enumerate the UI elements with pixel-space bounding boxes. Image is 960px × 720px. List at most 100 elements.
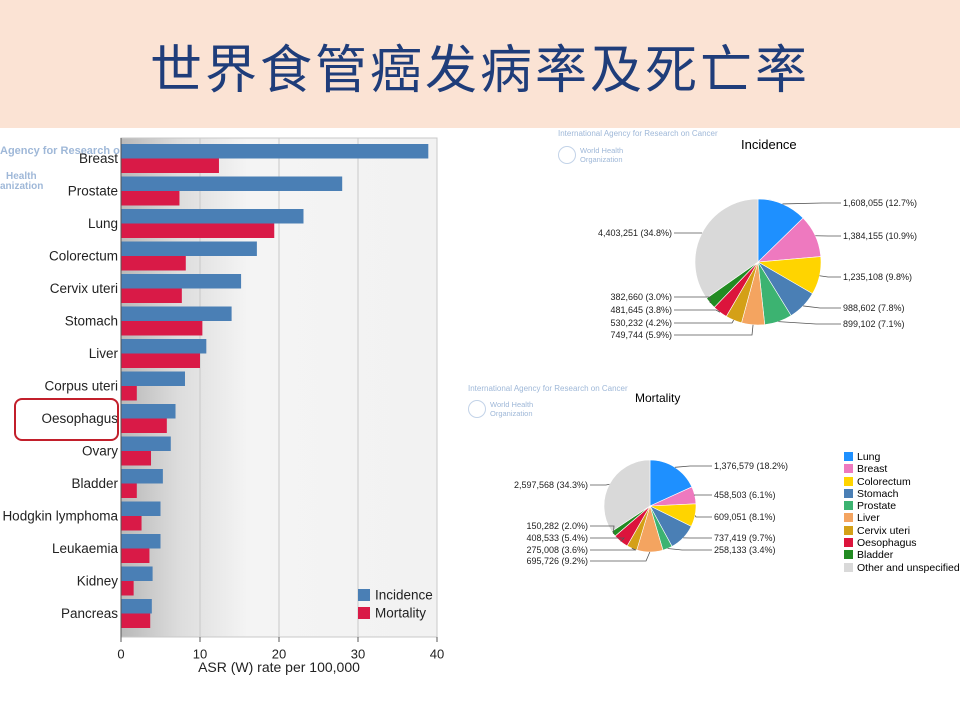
incidence-leader-oesophagus (674, 309, 721, 313)
bar-incidence-bladder (121, 469, 163, 484)
legend-label: Colorectum (857, 475, 911, 488)
mortality-leader-lung (674, 465, 712, 468)
incidence-leader-bladder (674, 296, 711, 304)
mortality-label-stomach: 737,419 (9.7%) (714, 533, 776, 543)
legend-item-bladder: Bladder (844, 549, 960, 561)
category-label-leukaemia: Leukaemia (52, 541, 119, 556)
x-tick-label: 20 (272, 647, 286, 662)
bar-chart: Breast Prostate Lung Colorectum Cervix uteri… (2, 137, 444, 675)
category-label-liver: Liver (89, 346, 119, 361)
bar-incidence-corpus-uteri (121, 371, 185, 386)
bar-mortality-corpus-uteri (121, 386, 137, 401)
bar-incidence-stomach (121, 306, 232, 321)
bar-mortality-ovary (121, 451, 152, 466)
bar-incidence-breast (121, 144, 429, 159)
mortality-leader-prostate (667, 548, 712, 551)
bar-mortality-oesophagus (121, 418, 167, 433)
oesophagus-highlight-box (14, 398, 119, 441)
pie1-who-watermark-1: World Health (580, 146, 624, 155)
pie-incidence-title: Incidence (741, 137, 797, 152)
mortality-label-colorectum: 609,051 (8.1%) (714, 512, 776, 522)
pie-incidence: 1,608,055 (12.7%) 1,384,155 (10.9%) 1,235,… (598, 198, 917, 340)
legend-swatch (844, 525, 853, 535)
mortality-leader-cervix-uteri (590, 547, 637, 551)
legend-item-colorectum: Colorectum (844, 476, 960, 488)
legend-label: Liver (857, 512, 880, 525)
bar-incidence-kidney (121, 566, 153, 581)
pie2-agency-watermark: International Agency for Research on Can… (468, 384, 628, 393)
bar-mortality-breast (121, 158, 219, 173)
mortality-label-oesophagus: 408,533 (5.4%) (526, 533, 588, 543)
legend-item-oesophagus: Oesophagus (844, 537, 960, 549)
legend-item-stomach: Stomach (844, 488, 960, 500)
bar-incidence-leukaemia (121, 534, 161, 549)
bar-incidence-pancreas (121, 599, 152, 614)
legend-item-liver: Liver (844, 512, 960, 524)
mortality-leader-oesophagus (590, 537, 625, 542)
category-label-stomach: Stomach (65, 314, 118, 329)
bar-incidence-cervix-uteri (121, 274, 242, 289)
bar-mortality-lung (121, 223, 275, 238)
legend-label: Breast (857, 463, 888, 476)
legend-swatch-incidence (358, 589, 370, 601)
legend-swatch (844, 550, 853, 560)
mortality-leader-colorectum (694, 515, 712, 518)
mortality-label-cervix-uteri: 275,008 (3.6%) (526, 545, 588, 555)
legend-swatch (844, 488, 853, 498)
incidence-label-cervix-uteri: 530,232 (4.2%) (610, 318, 672, 328)
category-label-ovary: Ovary (82, 444, 118, 459)
legend-swatch (844, 464, 853, 474)
legend-item-breast: Breast (844, 463, 960, 475)
bar-mortality-liver (121, 353, 200, 368)
incidence-label-lung: 1,608,055 (12.7%) (843, 198, 917, 208)
legend-label: Cervix uteri (857, 524, 911, 537)
category-label-bladder: Bladder (71, 476, 118, 491)
bar-mortality-kidney (121, 581, 134, 596)
bar-mortality-cervix-uteri (121, 288, 182, 303)
bar-incidence-lung (121, 209, 304, 224)
category-label-breast: Breast (79, 151, 118, 166)
mortality-label-lung: 1,376,579 (18.2%) (714, 461, 788, 471)
legend-item-lung: Lung (844, 451, 960, 463)
pie-mortality-title: Mortality (635, 391, 681, 405)
bar-incidence-liver (121, 339, 207, 354)
legend-item-prostate: Prostate (844, 500, 960, 512)
category-label-hodgkin-lymphoma: Hodgkin lymphoma (2, 509, 118, 524)
category-label-prostate: Prostate (68, 184, 118, 199)
category-label-pancreas: Pancreas (61, 606, 118, 621)
bar-mortality-stomach (121, 321, 203, 336)
bar-mortality-leukaemia (121, 548, 150, 563)
bar-agency-watermark: Agency for Research on (0, 145, 127, 157)
mortality-slice-other-and-unspecified (603, 459, 651, 532)
bar-who-watermark-2: anization (0, 181, 44, 192)
incidence-leader-lung (782, 202, 841, 205)
title-band (0, 0, 960, 128)
incidence-leader-stomach (803, 305, 841, 309)
slide-title: 世界食管癌发病率及死亡率 (149, 41, 810, 101)
incidence-label-other-and-unspecified: 4,403,251 (34.8%) (598, 228, 672, 238)
legend-label: Lung (857, 451, 881, 463)
incidence-label-stomach: 988,602 (7.8%) (843, 303, 905, 313)
mortality-label-bladder: 150,282 (2.0%) (526, 521, 588, 531)
legend-swatch (844, 538, 853, 548)
legend-label: Stomach (857, 487, 899, 500)
bar-incidence-prostate (121, 176, 343, 191)
category-label-cervix-uteri: Cervix uteri (50, 281, 118, 296)
pie-mortality: 1,376,579 (18.2%) 458,503 (6.1%) 609,051 (… (514, 459, 788, 566)
pie1-agency-watermark: International Agency for Research on Can… (558, 129, 718, 138)
category-label-oesophagus: Oesophagus (41, 411, 118, 426)
x-tick-label: 30 (351, 647, 365, 662)
legend-label: Oesophagus (857, 537, 917, 550)
mortality-leader-liver (590, 551, 651, 562)
bar-incidence-colorectum (121, 241, 257, 256)
bar-mortality-hodgkin-lymphoma (121, 516, 142, 531)
legend-label-mortality: Mortality (375, 606, 426, 621)
x-tick-label: 40 (430, 647, 444, 662)
legend-label: Bladder (857, 549, 894, 562)
x-tick-label: 10 (193, 647, 207, 662)
incidence-slice-other-and-unspecified (694, 198, 759, 299)
legend-swatch (844, 562, 853, 572)
legend-label: Other and unspecified (857, 561, 960, 574)
incidence-leader-cervix-uteri (674, 319, 735, 324)
bar-incidence-hodgkin-lymphoma (121, 501, 161, 516)
